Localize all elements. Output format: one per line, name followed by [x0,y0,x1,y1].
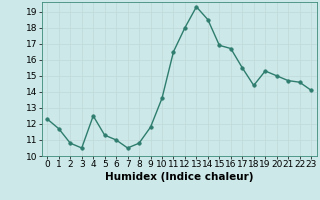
X-axis label: Humidex (Indice chaleur): Humidex (Indice chaleur) [105,172,253,182]
